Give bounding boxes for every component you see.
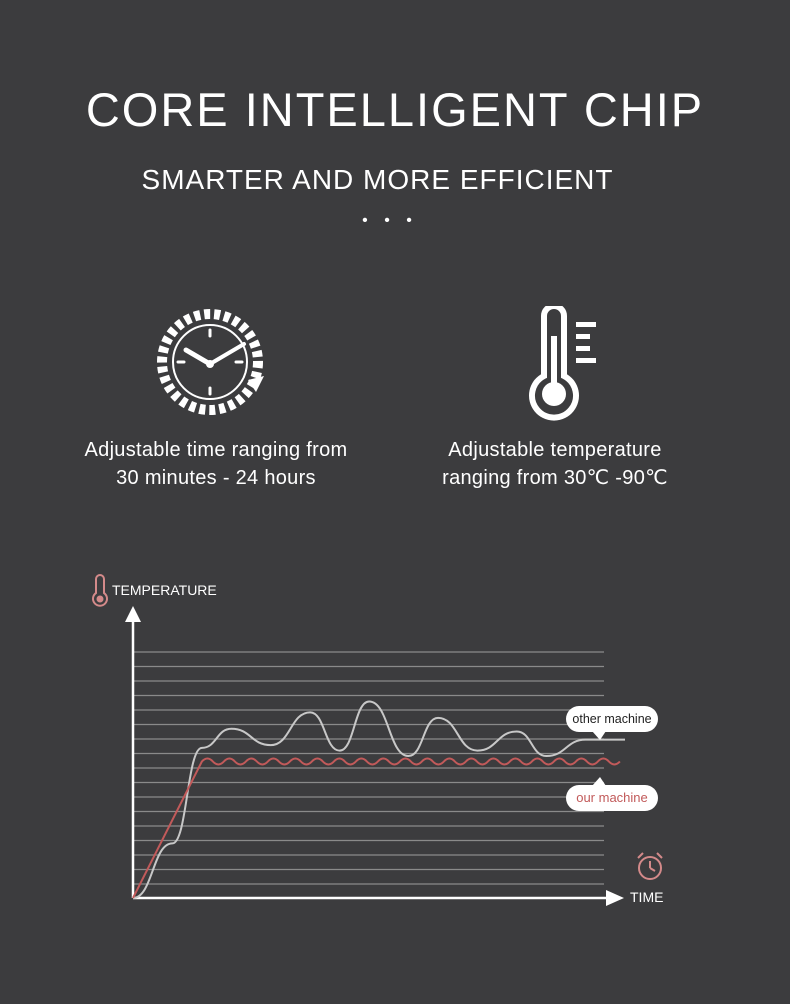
series-our-machine-line bbox=[132, 757, 621, 899]
chart-gridlines bbox=[133, 651, 604, 885]
thermometer-icon bbox=[528, 303, 608, 424]
x-axis-arrow bbox=[606, 890, 624, 906]
page-subtitle: SMARTER AND MORE EFFICIENT bbox=[141, 164, 614, 195]
feature-time-line1: Adjustable time ranging from bbox=[84, 439, 348, 461]
page-title: CORE INTELLIGENT CHIP bbox=[85, 83, 705, 136]
feature-time-text: Adjustable time ranging from 30 minutes … bbox=[46, 436, 386, 492]
feature-temperature-line2: ranging from 30℃ -90℃ bbox=[442, 467, 668, 489]
feature-temperature-line1: Adjustable temperature bbox=[448, 439, 662, 461]
legend-our-machine: our machine bbox=[566, 777, 658, 811]
clock-icon bbox=[152, 306, 270, 424]
alarm-clock-icon bbox=[637, 852, 663, 880]
y-axis-label: TEMPERATURE bbox=[112, 582, 217, 598]
y-axis-arrow bbox=[125, 606, 141, 622]
temperature-chart: TEMPERATURE TIME other machine our machi… bbox=[80, 570, 700, 930]
chart-thermometer-icon bbox=[92, 574, 108, 607]
legend-other-machine: other machine bbox=[566, 706, 658, 740]
feature-temperature-text: Adjustable temperature ranging from 30℃ … bbox=[385, 436, 725, 492]
series-other-machine-line bbox=[132, 700, 625, 899]
chart-svg: TEMPERATURE TIME other machine our machi… bbox=[92, 574, 663, 906]
legend-other-machine-label: other machine bbox=[572, 712, 651, 726]
decorative-dots: • • • bbox=[362, 212, 418, 229]
feature-time-line2: 30 minutes - 24 hours bbox=[116, 467, 316, 489]
legend-our-machine-label: our machine bbox=[576, 790, 648, 805]
x-axis-label: TIME bbox=[630, 889, 663, 905]
